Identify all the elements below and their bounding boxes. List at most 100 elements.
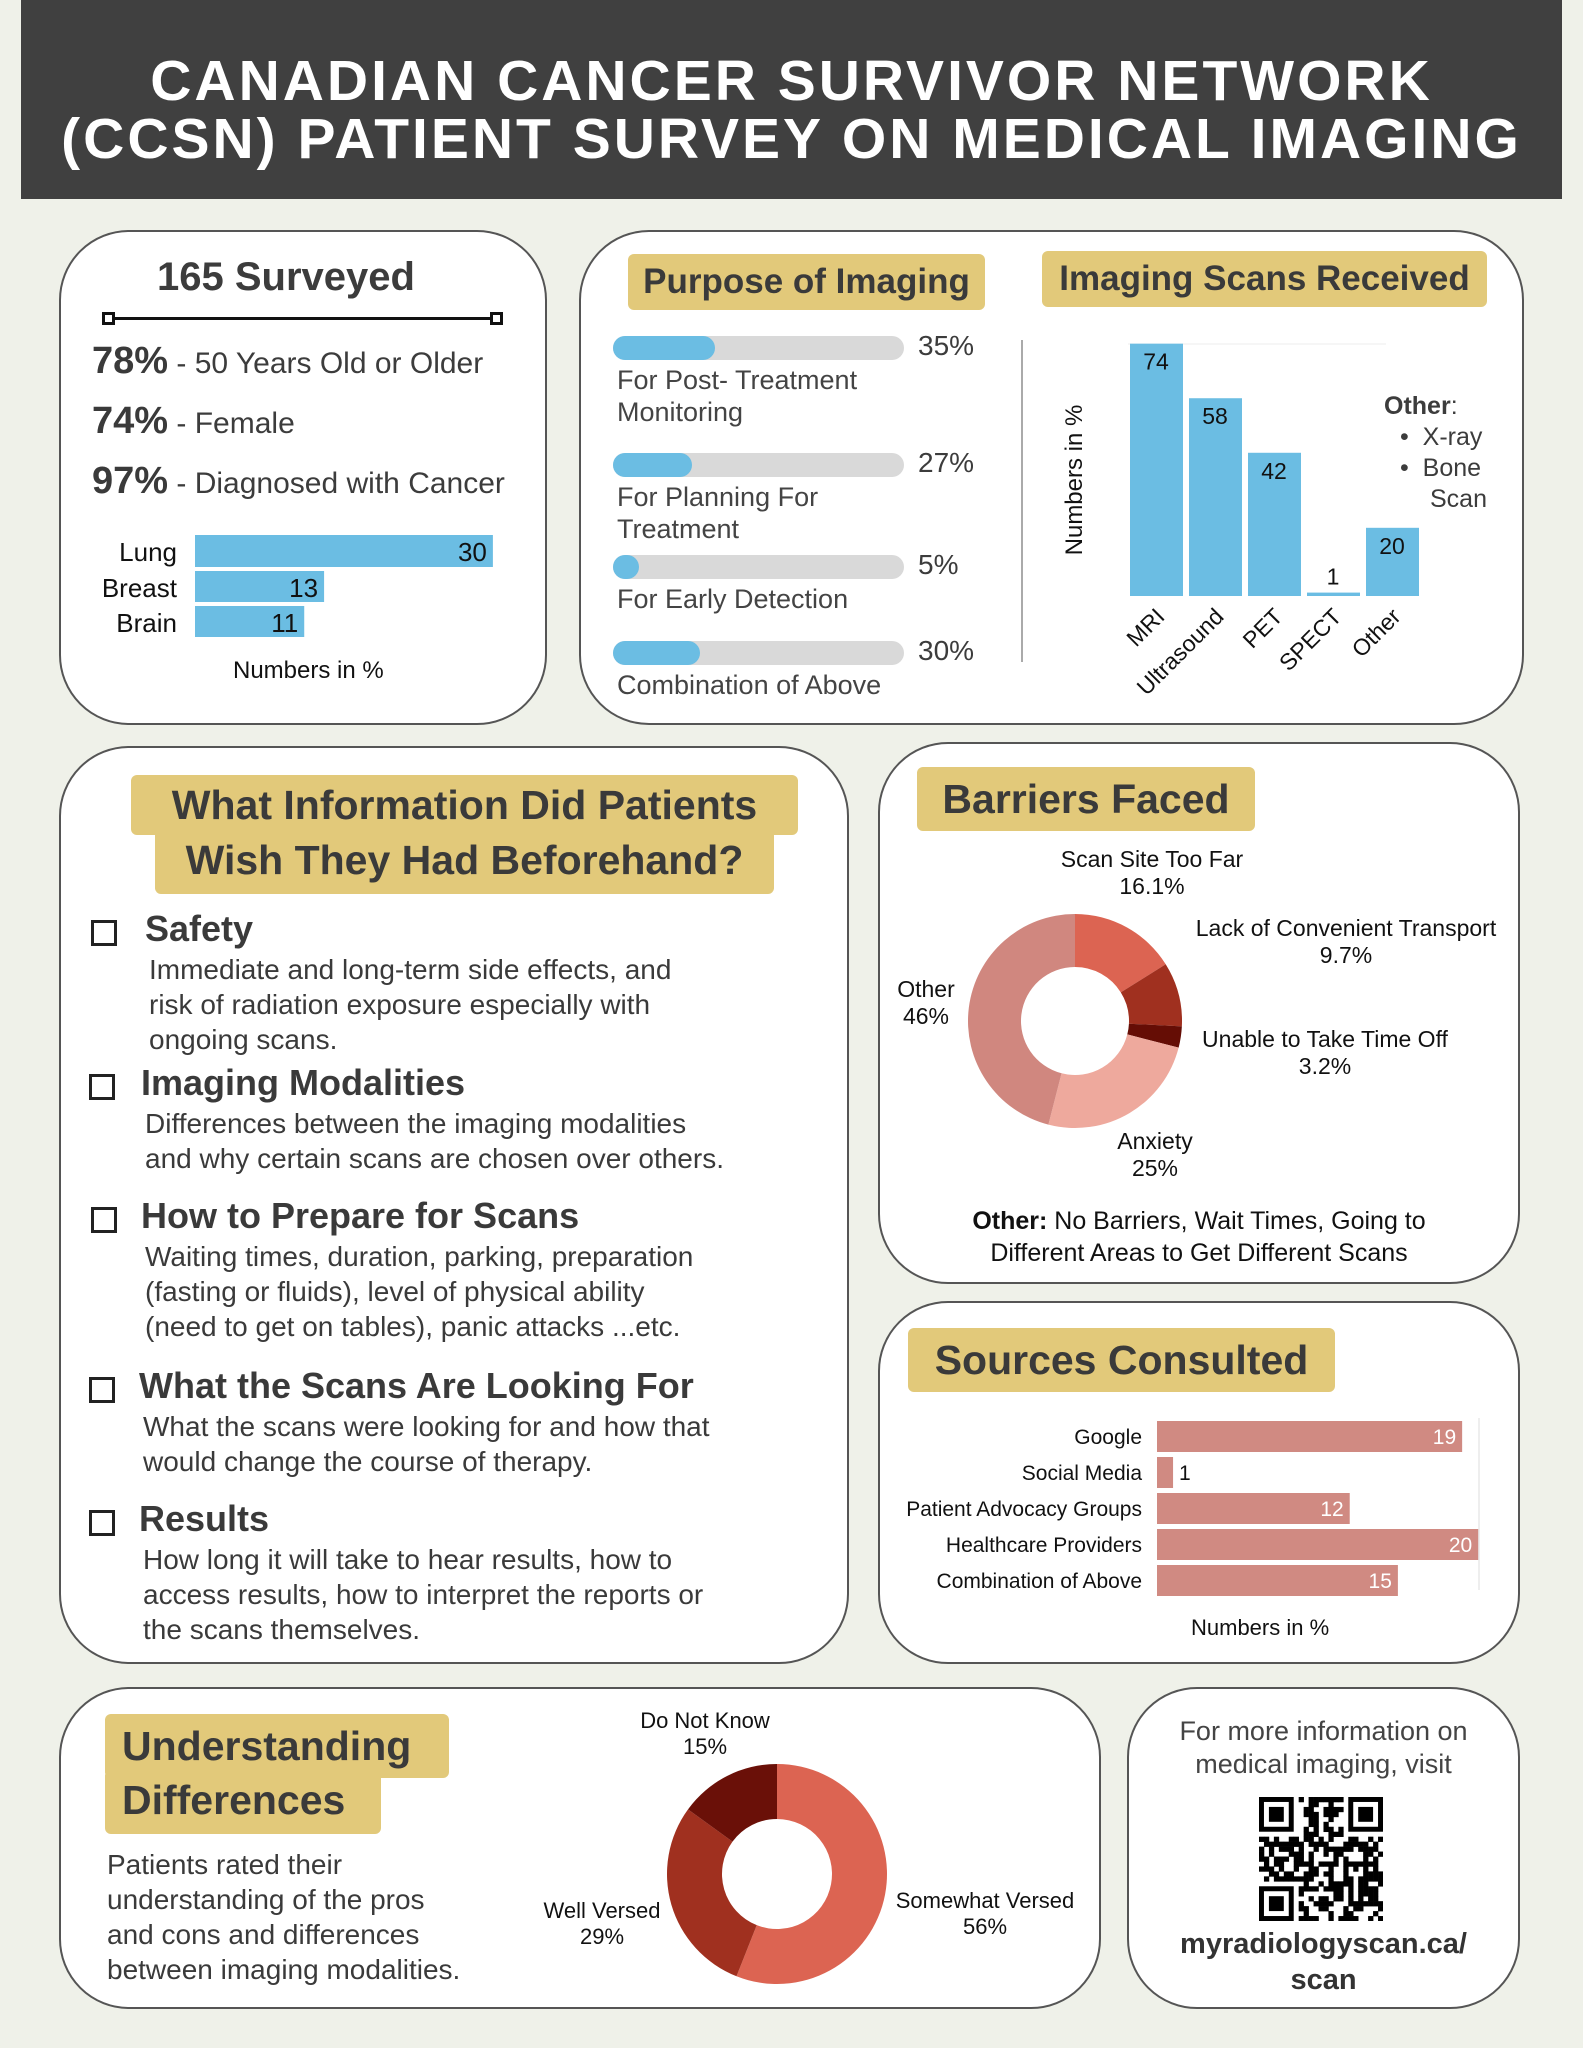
- bar-other: [1366, 527, 1419, 596]
- slice-label: Somewhat Versed: [896, 1888, 1075, 1913]
- slice-label: Anxiety: [1117, 1128, 1193, 1154]
- checkbox[interactable]: [91, 920, 117, 946]
- more-info-text: For more information on medical imaging, …: [1179, 1716, 1468, 1779]
- qr-code-icon[interactable]: [1259, 1797, 1383, 1921]
- cancer-axis-label: Numbers in %: [233, 657, 384, 684]
- info-description: Differences between the imaging modaliti…: [145, 1108, 724, 1174]
- bar-brain: [195, 606, 305, 637]
- title-line-2: (CCSN) PATIENT SURVEY ON MEDICAL IMAGING: [61, 107, 1522, 171]
- other-item: • X-ray: [1400, 423, 1483, 451]
- other-title: Other:: [1384, 392, 1458, 420]
- bar-value-label: 1: [1327, 564, 1340, 590]
- bar-pet: [1248, 452, 1301, 596]
- progress-fill: [613, 453, 692, 477]
- slice-value: 25%: [1132, 1155, 1178, 1181]
- progress-fill: [613, 336, 715, 360]
- bar-category-label: Combination of Above: [937, 1570, 1142, 1593]
- bar-value-label: 20: [1379, 533, 1405, 559]
- bar-value-label: 11: [271, 608, 298, 638]
- info-title-line-2: Wish They Had Beforehand?: [155, 830, 774, 894]
- info-heading: Results: [139, 1498, 270, 1539]
- bar-value-label: 58: [1202, 403, 1228, 429]
- bar-category-label: Social Media: [1022, 1462, 1143, 1485]
- donut-slice-somewhat-versed: [736, 1764, 887, 1984]
- understanding-description: Patients rated their understanding of the…: [107, 1849, 461, 1985]
- title-line-1: CANADIAN CANCER SURVIVOR NETWORK: [150, 49, 1433, 113]
- bar-breast: [195, 571, 325, 602]
- barriers-note: Other: No Barriers, Wait Times, Going to…: [972, 1207, 1426, 1267]
- website-link[interactable]: myradiologyscan.ca/scan: [1180, 1928, 1467, 1996]
- bar-lung: [195, 535, 493, 567]
- purpose-progress-bar: [613, 336, 904, 360]
- understanding-title-line-2: Differences: [105, 1770, 381, 1834]
- bar-source: [1157, 1493, 1350, 1524]
- bar-value-label: 19: [1433, 1426, 1456, 1449]
- bar-source: [1157, 1529, 1479, 1560]
- slice-label: Lack of Convenient Transport: [1196, 915, 1497, 941]
- x-tick-label: PET: [1238, 603, 1288, 653]
- understanding-title-line-1: Understanding: [105, 1714, 449, 1778]
- bar-value-label: 12: [1320, 1498, 1343, 1521]
- purpose-value: 35%: [918, 330, 975, 361]
- bar-spect: [1307, 592, 1360, 596]
- checkbox[interactable]: [91, 1207, 117, 1233]
- donut-slice-well-versed: [666, 1809, 757, 1977]
- donut-slice-do-not-know: [688, 1764, 777, 1842]
- bar-source: [1157, 1565, 1398, 1596]
- purpose-label: For Post- Treatment Monitoring: [617, 365, 858, 427]
- slice-label: Scan Site Too Far: [1061, 846, 1244, 872]
- slice-value: 3.2%: [1299, 1053, 1351, 1079]
- purpose-value: 30%: [918, 635, 975, 666]
- surveyed-panel: [59, 230, 547, 725]
- info-description: How long it will take to hear results, h…: [143, 1544, 704, 1645]
- divider-line: [106, 317, 502, 320]
- info-heading: Safety: [145, 908, 254, 949]
- imaging-scans-chart: 74MRI58Ultrasound42PET1SPECT20OtherNumbe…: [1061, 343, 1419, 700]
- bar-value-label: 30: [458, 537, 487, 567]
- info-description: Waiting times, duration, parking, prepar…: [145, 1241, 694, 1342]
- purpose-label: Combination of Above: [617, 670, 882, 700]
- progress-fill: [613, 641, 701, 665]
- checkbox[interactable]: [89, 1510, 115, 1536]
- progress-fill: [613, 555, 640, 579]
- bar-category-label: Breast: [102, 573, 178, 603]
- slice-value: 16.1%: [1119, 873, 1184, 899]
- sources-title: Sources Consulted: [908, 1328, 1335, 1392]
- x-tick-label: MRI: [1121, 603, 1169, 651]
- checkbox[interactable]: [89, 1074, 115, 1100]
- panel-divider: [1021, 340, 1023, 662]
- bar-category-label: Patient Advocacy Groups: [906, 1498, 1142, 1521]
- other-item: • Bone: [1400, 454, 1482, 482]
- bar-value-label: 13: [289, 573, 318, 603]
- purpose-progress-bar: [613, 641, 904, 665]
- sources-axis-label: Numbers in %: [1191, 1615, 1330, 1640]
- slice-value: 56%: [963, 1914, 1007, 1939]
- sources-bar-chart: Google 19 Social Media 1 Patient Advocacy Gr…: [906, 1418, 1480, 1596]
- information-panel: [59, 746, 849, 1664]
- purpose-value: 5%: [918, 549, 959, 580]
- stat-age: 78% - 50 Years Old or Older: [92, 340, 484, 382]
- x-tick-label: Other: [1346, 603, 1405, 662]
- bar-ultrasound: [1189, 398, 1242, 596]
- cancer-type-chart: Lung 30 Breast 13 Brain 11: [102, 535, 493, 638]
- bar-category-label: Healthcare Providers: [946, 1534, 1142, 1557]
- slice-value: 46%: [903, 1003, 949, 1029]
- purpose-label: For Early Detection: [617, 584, 849, 614]
- bar-value-label: 15: [1369, 1570, 1392, 1593]
- x-tick-label: SPECT: [1274, 603, 1347, 676]
- info-heading: Imaging Modalities: [141, 1062, 466, 1103]
- other-item: Scan: [1430, 485, 1487, 513]
- checkbox[interactable]: [89, 1377, 115, 1403]
- info-description: Immediate and long-term side effects, an…: [149, 954, 672, 1055]
- info-title-line-1: What Information Did Patients: [131, 775, 798, 835]
- slice-value: 29%: [580, 1924, 624, 1949]
- purpose-progress-bar: [613, 555, 904, 579]
- info-description: What the scans were looking for and how …: [143, 1411, 710, 1477]
- bar-value-label: 74: [1143, 349, 1169, 375]
- purpose-value: 27%: [918, 447, 975, 478]
- slice-value: 9.7%: [1320, 942, 1372, 968]
- y-axis-label: Numbers in %: [1061, 405, 1088, 556]
- bar-category-label: Google: [1074, 1426, 1142, 1449]
